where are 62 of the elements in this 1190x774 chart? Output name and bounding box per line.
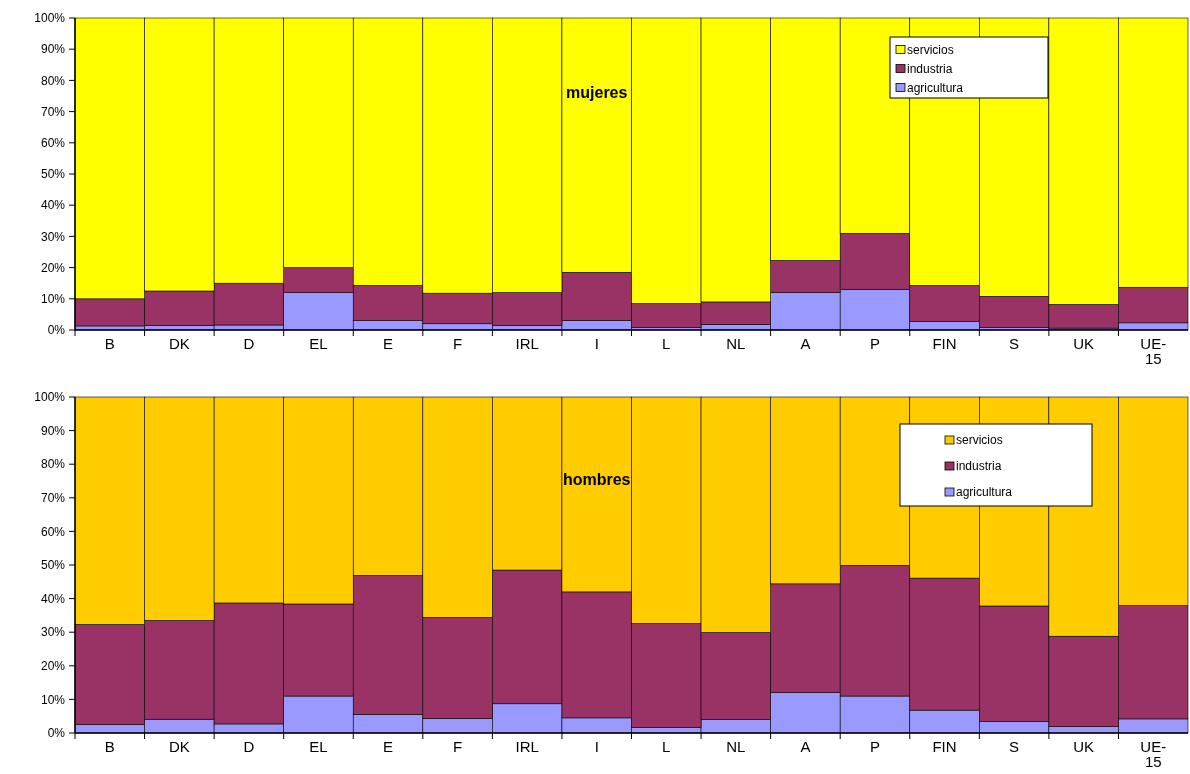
x-tick-label: E	[383, 738, 394, 755]
x-tick-label: I	[594, 335, 599, 352]
x-tick-label: DK	[168, 335, 190, 352]
y-tick-label: 60%	[40, 524, 66, 539]
y-tick-label: 70%	[40, 104, 66, 119]
x-tick-label: I	[594, 738, 599, 755]
x-tick-label: D	[243, 738, 255, 755]
x-tick-label: UE-15	[1140, 738, 1167, 770]
x-tick-label: UE-15	[1140, 335, 1167, 367]
x-tick-label: D	[243, 335, 255, 352]
legend-label: industria	[956, 459, 1002, 473]
x-tick-label: UK	[1073, 738, 1095, 755]
x-tick-label: L	[662, 335, 671, 352]
text: hombres	[562, 471, 631, 488]
x-tick-label: DK	[168, 738, 190, 755]
x-tick-label: A	[800, 335, 811, 352]
legend-label: agricultura	[956, 485, 1013, 499]
y-tick-label: 80%	[40, 73, 66, 88]
x-tick-label: EL	[309, 738, 328, 755]
y-tick-label: 80%	[40, 457, 66, 472]
legend-label: industria	[907, 61, 953, 76]
y-tick-label: 30%	[40, 229, 66, 244]
y-tick-label: 40%	[40, 591, 66, 606]
x-tick-label: S	[1009, 738, 1020, 755]
y-tick-label: 20%	[40, 659, 66, 673]
x-tick-label: IRL	[515, 335, 539, 352]
x-tick-label: F	[453, 335, 463, 352]
y-tick-label: 100%	[34, 390, 66, 405]
y-tick-label: 20%	[40, 260, 66, 275]
y-tick-label: 70%	[40, 491, 66, 505]
legend-label: servicios	[956, 433, 1003, 447]
x-tick-label: IRL	[515, 738, 539, 755]
x-tick-label: L	[662, 738, 671, 755]
x-tick-label: EL	[309, 335, 328, 352]
x-tick-label: P	[869, 335, 880, 352]
y-tick-label: 0%	[47, 726, 66, 741]
y-tick-label: 0%	[47, 323, 66, 338]
y-tick-label: 90%	[40, 42, 66, 57]
y-tick-label: 40%	[40, 198, 66, 213]
y-tick-label: 50%	[40, 558, 66, 573]
x-tick-label: NL	[726, 335, 746, 352]
x-tick-label: FIN	[932, 335, 957, 352]
legend-label: servicios	[907, 42, 954, 57]
x-tick-label: UK	[1073, 335, 1095, 352]
y-tick-label: 30%	[40, 625, 66, 640]
x-tick-label: A	[800, 738, 811, 755]
y-tick-label: 10%	[40, 292, 66, 306]
legend-label: agricultura	[907, 80, 964, 95]
y-tick-label: 10%	[40, 692, 66, 707]
x-tick-label: FIN	[932, 738, 957, 755]
x-tick-label: NL	[726, 738, 746, 755]
x-tick-label: S	[1009, 335, 1020, 352]
y-tick-label: 50%	[40, 167, 66, 182]
y-tick-label: 100%	[34, 11, 66, 26]
x-tick-label: E	[383, 335, 394, 352]
y-tick-label: 60%	[40, 136, 66, 150]
x-tick-label: B	[104, 335, 115, 352]
y-tick-label: 90%	[40, 423, 66, 438]
x-tick-label: B	[104, 738, 115, 755]
x-tick-label: P	[869, 738, 880, 755]
x-tick-label: F	[453, 738, 463, 755]
text: mujeres	[566, 84, 628, 101]
